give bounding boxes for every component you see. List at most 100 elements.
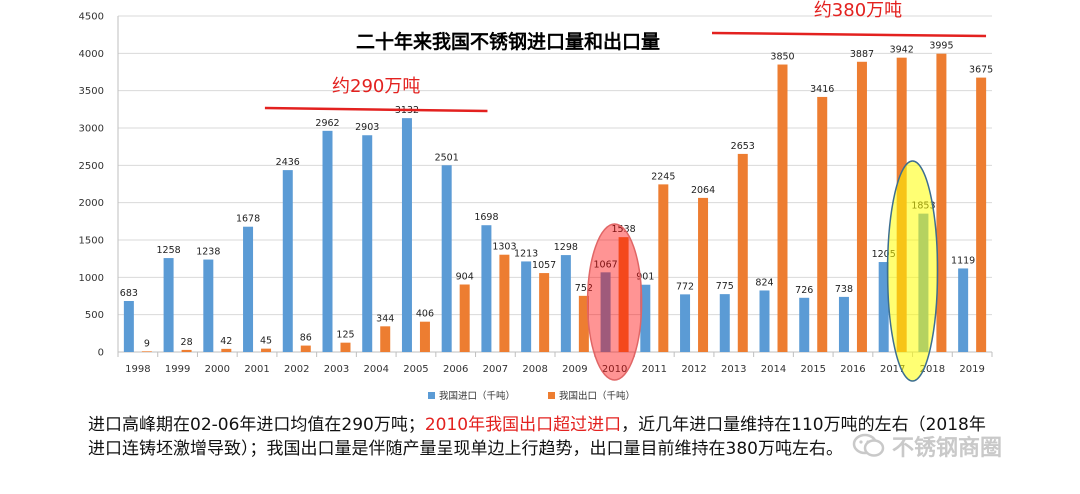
label-import-2006: 2501: [435, 152, 459, 163]
label-export-2019: 3675: [969, 65, 993, 76]
x-tick-2008: 2008: [522, 364, 547, 375]
import-peak-line: [264, 106, 488, 113]
bars: [123, 53, 987, 353]
label-export-2017: 3942: [890, 45, 914, 56]
bar-export-2019: [976, 77, 987, 352]
legend-label-1: 我国出口（千吨）: [559, 390, 635, 400]
highlight-2017-2018: [886, 160, 939, 382]
x-tick-2018: 2018: [920, 364, 945, 375]
x-tick-2016: 2016: [840, 364, 865, 375]
label-import-2007: 1698: [474, 212, 498, 223]
bar-import-2000: [203, 259, 214, 352]
bar-import-2003: [322, 130, 333, 352]
bar-import-2015: [799, 297, 810, 352]
explanation-text: 进口高峰期在02-06年进口均值在290万吨；2010年我国出口超过进口，近几年…: [88, 413, 988, 461]
bar-export-1999: [181, 349, 192, 352]
x-tick-2002: 2002: [284, 364, 309, 375]
bar-import-2017: [878, 262, 889, 352]
legend-swatch-1: [548, 392, 555, 399]
bar-export-2018: [936, 53, 947, 352]
bar-export-2008: [539, 273, 550, 352]
x-tick-2015: 2015: [801, 364, 826, 375]
bar-import-2011: [640, 284, 651, 352]
bar-export-2012: [698, 197, 709, 352]
label-export-1998: 9: [144, 338, 150, 349]
x-tick-2009: 2009: [562, 364, 587, 375]
label-export-2008: 1057: [532, 260, 556, 271]
bar-import-2002: [282, 170, 293, 352]
legend-label-0: 我国进口（千吨）: [439, 390, 515, 400]
bar-export-2002: [300, 345, 311, 352]
bar-export-2006: [459, 284, 470, 352]
import-peak-label: 约290万吨: [332, 76, 420, 97]
label-import-2004: 2903: [355, 122, 379, 133]
x-tick-2011: 2011: [642, 364, 667, 375]
label-export-2013: 2653: [731, 141, 755, 152]
label-import-2015: 726: [795, 285, 813, 296]
label-import-2012: 772: [676, 281, 694, 292]
x-tick-2000: 2000: [205, 364, 230, 375]
x-tick-2003: 2003: [324, 364, 349, 375]
legend: 我国进口（千吨） 我国出口（千吨）: [428, 390, 635, 400]
bar-export-2014: [777, 64, 788, 353]
highlight-2010: [586, 223, 643, 381]
bar-import-2006: [441, 165, 452, 352]
label-import-2016: 738: [835, 284, 853, 295]
bar-import-2004: [362, 135, 373, 352]
bar-export-2004: [380, 326, 391, 352]
bar-export-2005: [419, 321, 430, 352]
y-tick-2000: 2000: [79, 198, 104, 209]
x-tick-2019: 2019: [959, 364, 984, 375]
watermark-text: 不锈钢商圈: [892, 436, 1003, 461]
label-import-2000: 1238: [196, 247, 220, 258]
x-tick-2012: 2012: [681, 364, 706, 375]
bar-export-2016: [856, 61, 867, 353]
x-tick-2005: 2005: [403, 364, 428, 375]
bar-export-1998: [141, 351, 152, 352]
x-tick-2010: 2010: [602, 364, 627, 375]
label-export-2014: 3850: [770, 52, 794, 63]
export-now-line: [711, 31, 987, 38]
x-tick-labels: 1998 1999 2000 2001 2002 2003 2004 2005 2006 2007…: [125, 364, 985, 375]
label-export-1999: 28: [181, 337, 193, 348]
label-import-1999: 1258: [156, 245, 180, 256]
x-tick-2007: 2007: [483, 364, 508, 375]
label-import-2017: 1205: [872, 249, 896, 260]
bar-import-2013: [719, 294, 730, 352]
y-tick-1000: 1000: [79, 273, 104, 284]
label-export-2000: 42: [220, 336, 232, 347]
y-tick-0: 0: [98, 348, 104, 359]
y-tick-1500: 1500: [79, 236, 104, 247]
bar-import-2008: [521, 261, 532, 352]
y-tick-3500: 3500: [79, 86, 104, 97]
label-import-2010: 1067: [593, 259, 617, 270]
label-export-2007: 1303: [492, 242, 516, 253]
x-tick-2004: 2004: [364, 364, 389, 375]
note-part-2-red: 2010年我国出口超过进口: [424, 415, 622, 435]
label-export-2010: 1538: [611, 224, 635, 235]
label-import-2013: 775: [716, 281, 734, 292]
bar-import-2014: [759, 290, 770, 352]
bar-export-2013: [737, 153, 748, 352]
bar-export-2010: [618, 237, 629, 352]
label-import-2001: 1678: [236, 214, 260, 225]
watermark-logo: 不锈钢商圈: [852, 430, 1002, 462]
x-tick-2001: 2001: [244, 364, 269, 375]
y-tick-labels: 0 500 1000 1500 2000 2500 3000 3500 4000 4500: [79, 12, 104, 359]
chart: 6831258123816782436296229033132250116981…: [79, 0, 994, 400]
label-import-2019: 1119: [951, 255, 975, 266]
legend-swatch-0: [428, 392, 435, 399]
bar-export-2000: [221, 348, 232, 352]
bar-export-2007: [499, 254, 510, 352]
bar-import-2010: [600, 272, 611, 352]
x-tick-1998: 1998: [125, 364, 150, 375]
bar-export-2003: [340, 342, 351, 352]
bar-import-2005: [401, 118, 412, 352]
gridlines: [118, 15, 992, 353]
bar-export-2009: [578, 295, 589, 352]
label-export-2001: 45: [260, 336, 272, 347]
bar-import-2007: [481, 225, 492, 352]
label-export-2016: 3887: [850, 49, 874, 60]
label-export-2018: 3995: [929, 41, 953, 52]
y-tick-500: 500: [85, 310, 104, 321]
